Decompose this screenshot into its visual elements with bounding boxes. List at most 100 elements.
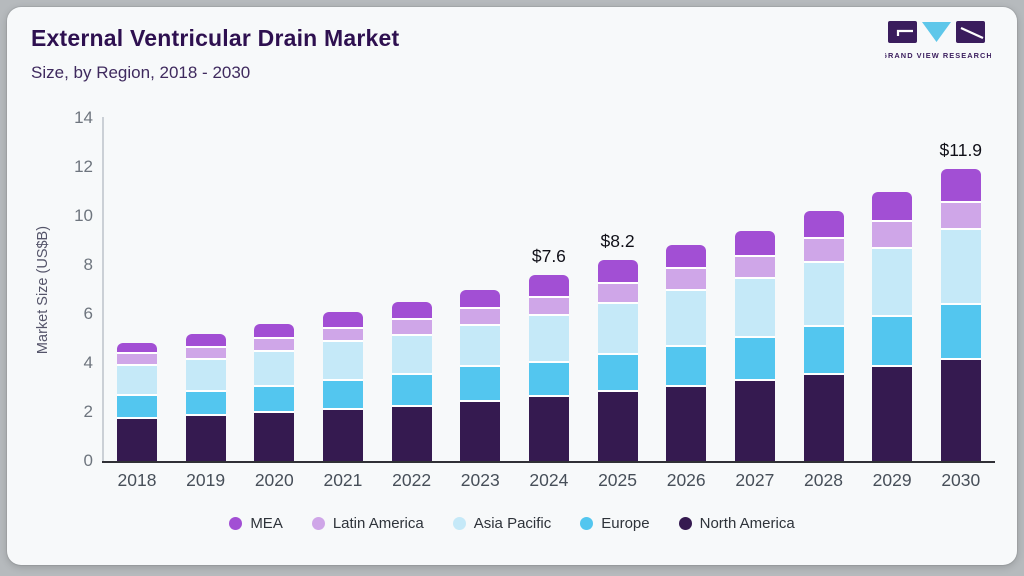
- bar-segment-north-america-2021: [322, 408, 363, 461]
- bar-segment-north-america-2023: [460, 399, 501, 461]
- x-axis-label-2029: 2029: [872, 470, 912, 490]
- bar-segment-latin-america-2019: [185, 345, 226, 359]
- bar-segment-mea-2021: [322, 311, 363, 328]
- bar-segment-north-america-2019: [185, 414, 226, 461]
- x-axis-label-2022: 2022: [392, 470, 432, 490]
- y-tick-label: 6: [83, 304, 93, 323]
- bar-2021: [322, 311, 363, 461]
- bar-2020: [254, 323, 295, 461]
- bar-segment-latin-america-2025: [597, 282, 638, 302]
- grand-view-research-logo: GRAND VIEW RESEARCH: [885, 21, 991, 60]
- bar-segment-mea-2026: [666, 245, 707, 268]
- bar-segment-europe-2026: [666, 344, 707, 386]
- legend-swatch-latin-america: [311, 517, 325, 530]
- bar-segment-asia-pacific-2022: [391, 333, 432, 373]
- y-tick-label: 8: [83, 255, 93, 274]
- bar-segment-latin-america-2018: [117, 351, 157, 365]
- y-tick-label: 4: [83, 353, 93, 372]
- bar-segment-asia-pacific-2025: [597, 301, 638, 354]
- bar-segment-mea-2019: [185, 333, 226, 346]
- bar-segment-north-america-2030: [940, 358, 981, 461]
- x-axis-label-2025: 2025: [598, 470, 638, 490]
- bar-segment-latin-america-2022: [391, 317, 432, 334]
- legend-item-mea: MEA: [229, 515, 283, 532]
- bar-segment-north-america-2029: [872, 365, 913, 461]
- bar-segment-europe-2030: [940, 302, 981, 359]
- bar-segment-north-america-2020: [254, 410, 295, 461]
- bar-segment-north-america-2022: [391, 404, 432, 461]
- x-axis-label-2024: 2024: [529, 470, 569, 490]
- y-tick-label: 14: [74, 108, 93, 127]
- y-tick-label: 2: [83, 402, 93, 421]
- legend-item-latin-america: Latin America: [311, 515, 424, 532]
- bar-segment-asia-pacific-2026: [666, 289, 707, 345]
- bar-segment-mea-2022: [391, 301, 432, 318]
- bar-segment-asia-pacific-2029: [872, 246, 913, 316]
- bar-segment-asia-pacific-2028: [803, 261, 844, 325]
- legend-item-europe: Europe: [580, 515, 650, 532]
- bar-segment-mea-2020: [254, 323, 295, 338]
- bar-2025: [597, 260, 638, 461]
- x-axis-label-2020: 2020: [254, 470, 294, 490]
- bar-2019: [185, 333, 226, 461]
- bar-segment-north-america-2026: [666, 385, 707, 461]
- x-axis-label-2023: 2023: [460, 470, 500, 490]
- bar-segment-asia-pacific-2020: [254, 349, 295, 386]
- bar-segment-north-america-2018: [117, 416, 157, 461]
- bar-segment-europe-2018: [117, 393, 157, 417]
- legend-label-north-america: North America: [699, 515, 795, 532]
- bar-2022: [391, 301, 432, 461]
- bar-2027: [734, 230, 775, 461]
- y-tick-label: 12: [74, 157, 93, 176]
- logo-text: GRAND VIEW RESEARCH: [885, 51, 991, 60]
- bar-segment-asia-pacific-2030: [940, 228, 981, 303]
- bar-segment-europe-2027: [734, 336, 775, 379]
- bar-segment-mea-2025: [597, 260, 638, 283]
- bar-segment-latin-america-2029: [872, 219, 913, 247]
- legend-label-europe: Europe: [601, 515, 650, 532]
- bar-segment-europe-2029: [872, 315, 913, 366]
- bar-segment-north-america-2028: [803, 372, 844, 461]
- bar-segment-mea-2024: [528, 274, 569, 296]
- bar-segment-europe-2028: [803, 325, 844, 373]
- bar-segment-asia-pacific-2027: [734, 277, 775, 337]
- bar-segment-latin-america-2026: [666, 267, 707, 290]
- x-axis-label-2021: 2021: [323, 470, 363, 490]
- legend-item-asia-pacific: Asia Pacific: [452, 515, 551, 532]
- page-subtitle: Size, by Region, 2018 - 2030: [31, 63, 251, 82]
- y-axis-title: Market Size (US$B): [35, 225, 51, 355]
- bar-segment-asia-pacific-2024: [528, 313, 569, 361]
- bar-segment-europe-2025: [597, 353, 638, 390]
- x-axis-label-2027: 2027: [735, 470, 775, 490]
- bar-segment-mea-2029: [872, 191, 913, 220]
- bar-segment-latin-america-2030: [940, 201, 981, 229]
- y-axis-line: [102, 117, 104, 463]
- bar-2029: [872, 191, 913, 462]
- legend-swatch-north-america: [678, 517, 692, 530]
- legend-swatch-mea: [229, 517, 243, 530]
- bar-2030: [940, 169, 981, 461]
- value-label-2024: $7.6: [531, 245, 566, 266]
- bar-segment-mea-2027: [734, 230, 775, 256]
- y-tick-label: 10: [74, 206, 93, 225]
- bar-segment-europe-2019: [185, 389, 226, 415]
- bar-segment-north-america-2027: [734, 378, 775, 461]
- bar-segment-latin-america-2021: [322, 327, 363, 340]
- bar-segment-latin-america-2024: [528, 295, 569, 314]
- logo-r-mark: [960, 26, 984, 40]
- legend-swatch-europe: [580, 517, 594, 530]
- bar-2018: [117, 343, 157, 461]
- bar-segment-europe-2023: [460, 365, 501, 400]
- bar-segment-latin-america-2020: [254, 337, 295, 350]
- bar-2026: [666, 245, 707, 461]
- bar-2024: [528, 274, 569, 461]
- bar-segment-europe-2020: [254, 385, 295, 411]
- bar-segment-asia-pacific-2023: [460, 323, 501, 366]
- bar-segment-north-america-2024: [528, 394, 569, 461]
- bar-segment-mea-2028: [803, 211, 844, 237]
- value-label-2025: $8.2: [600, 231, 635, 252]
- x-axis-label-2028: 2028: [804, 470, 843, 490]
- chart-card: External Ventricular Drain Market Size, …: [7, 7, 1017, 565]
- value-label-2030: $11.9: [939, 140, 983, 161]
- legend: MEA Latin America Asia Pacific Europe North …: [7, 515, 1017, 532]
